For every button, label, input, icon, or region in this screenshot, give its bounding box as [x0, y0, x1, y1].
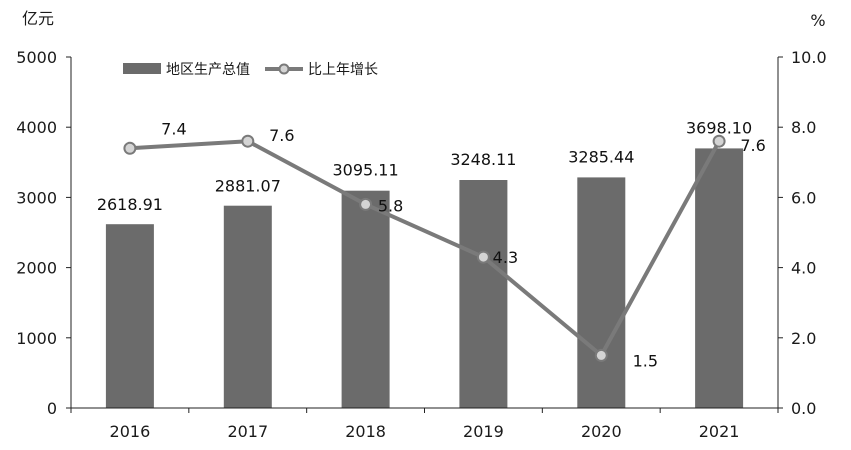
- bar-2021: [695, 148, 744, 408]
- x-tick-label: 2021: [699, 422, 740, 441]
- left-tick-label: 5000: [16, 48, 57, 67]
- left-tick-label: 4000: [16, 118, 57, 137]
- bar-2017: [223, 205, 272, 408]
- left-tick-label: 3000: [16, 188, 57, 207]
- axes: 0 1000 2000 3000 4000 5000 0.0 2.0 4.0 6.0 8.0 10.0…: [16, 48, 826, 441]
- growth-point-2016: [123, 141, 137, 155]
- growth-value-label-2017: 7.6: [269, 126, 294, 145]
- x-tick-label: 2018: [345, 422, 386, 441]
- growth-value-label-2018: 5.8: [378, 196, 403, 215]
- x-tick-label: 2016: [110, 422, 151, 441]
- data-labels: 2618.91 2881.07 3095.11 3248.11 3285.44 3698.…: [97, 118, 766, 370]
- growth-value-label-2020: 1.5: [633, 351, 658, 370]
- right-tick-label: 8.0: [791, 118, 816, 137]
- bar-value-label-2020: 3285.44: [568, 147, 634, 166]
- left-tick-label: 1000: [16, 329, 57, 348]
- legend-bar-label: 地区生产总值: [166, 62, 250, 78]
- legend: 地区生产总值 比上年增长: [123, 62, 378, 78]
- right-axis-unit: %: [810, 11, 825, 30]
- growth-value-label-2019: 4.3: [493, 248, 518, 267]
- legend-line-marker: [278, 63, 290, 75]
- bar-2020: [577, 177, 626, 408]
- x-tick-label: 2019: [463, 422, 504, 441]
- bar-value-label-2021: 3698.10: [686, 118, 752, 137]
- bar-value-label-2017: 2881.07: [215, 177, 281, 196]
- bar-2019: [459, 180, 508, 408]
- left-axis-unit: 亿元: [22, 9, 54, 28]
- legend-bar-swatch: [123, 63, 161, 74]
- bar-series-gdp: [105, 148, 744, 408]
- x-tick-label: 2017: [227, 422, 268, 441]
- growth-value-label-2016: 7.4: [161, 119, 186, 138]
- bar-value-label-2016: 2618.91: [97, 195, 163, 214]
- legend-line-label: 比上年增长: [308, 62, 378, 78]
- line-series-growth: [123, 134, 726, 362]
- growth-point-2018: [359, 197, 373, 211]
- left-tick-label: 0: [47, 399, 57, 418]
- bar-2016: [105, 224, 154, 408]
- growth-point-2021: [712, 134, 726, 148]
- bar-2018: [341, 190, 390, 408]
- growth-line: [129, 139, 721, 358]
- right-tick-label: 4.0: [791, 259, 816, 278]
- bar-value-label-2019: 3248.11: [450, 150, 516, 169]
- growth-point-2020: [594, 348, 608, 362]
- right-tick-label: 6.0: [791, 188, 816, 207]
- left-tick-label: 2000: [16, 259, 57, 278]
- growth-value-label-2021: 7.6: [740, 136, 765, 155]
- right-tick-label: 10.0: [791, 48, 827, 67]
- right-tick-label: 2.0: [791, 329, 816, 348]
- growth-point-2017: [241, 134, 255, 148]
- right-tick-label: 0.0: [791, 399, 816, 418]
- growth-point-2019: [476, 250, 490, 264]
- x-tick-label: 2020: [581, 422, 622, 441]
- bar-value-label-2018: 3095.11: [333, 161, 399, 180]
